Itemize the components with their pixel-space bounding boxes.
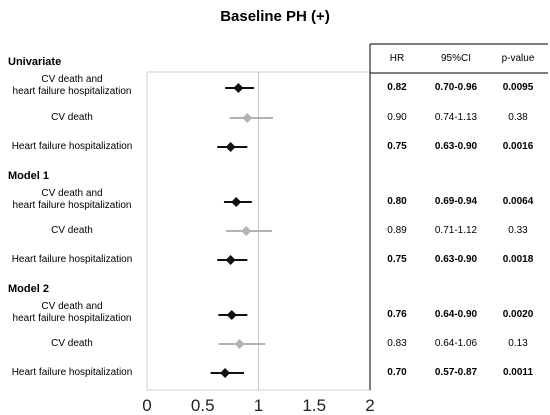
hr-point <box>231 197 242 207</box>
chart-title: Baseline PH (+) <box>220 8 330 25</box>
p-value: 0.0018 <box>502 254 534 265</box>
hr-point <box>241 226 252 236</box>
row-label-line: CV death and <box>41 188 103 199</box>
section-title-1: Model 1 <box>8 170 49 182</box>
row-label-line: heart failure hospitalization <box>12 200 132 211</box>
p-value: 0.0020 <box>502 309 534 320</box>
ci-value: 0.70-0.96 <box>434 82 478 93</box>
hr-value: 0.82 <box>387 82 407 93</box>
row-label: Heart failure hospitalization <box>2 367 142 379</box>
row-label-line: CV death <box>51 112 93 123</box>
ci-value: 0.69-0.94 <box>434 196 478 207</box>
row-label-line: CV death and <box>41 74 103 85</box>
hr-point <box>226 310 237 320</box>
table-header-1: 95%CI <box>440 53 471 64</box>
p-value: 0.0064 <box>502 196 534 207</box>
hr-point <box>233 83 244 93</box>
p-value: 0.13 <box>508 338 528 349</box>
hr-point <box>225 255 236 265</box>
hr-point <box>234 339 245 349</box>
ci-value: 0.57-0.87 <box>434 367 478 378</box>
row-label: CV death and heart failure hospitalizatio… <box>2 188 142 212</box>
section-title-2: Model 2 <box>8 283 49 295</box>
row-label: CV death and heart failure hospitalizatio… <box>2 301 142 325</box>
row-label: Heart failure hospitalization <box>2 141 142 153</box>
row-label-line: heart failure hospitalization <box>12 86 132 97</box>
p-value: 0.0011 <box>502 367 534 378</box>
row-label-line: Heart failure hospitalization <box>11 141 133 152</box>
p-value: 0.0095 <box>502 82 534 93</box>
row-label-line: CV death and <box>41 301 103 312</box>
row-label: CV death and heart failure hospitalizatio… <box>2 74 142 98</box>
x-tick-label: 1.5 <box>302 396 326 415</box>
row-label-line: Heart failure hospitalization <box>11 367 133 378</box>
x-tick-label: 1 <box>254 396 263 415</box>
hr-value: 0.75 <box>387 141 407 152</box>
row-label: CV death <box>2 112 142 124</box>
x-tick-label: 0.5 <box>191 396 215 415</box>
row-label-line: CV death <box>51 338 93 349</box>
p-value: 0.33 <box>508 225 528 236</box>
section-title-0: Univariate <box>8 56 62 68</box>
hr-value: 0.75 <box>387 254 407 265</box>
ci-value: 0.71-1.12 <box>434 225 478 236</box>
hr-point <box>225 142 236 152</box>
table-header-0: HR <box>389 53 405 64</box>
hr-value: 0.89 <box>387 225 407 236</box>
hr-point <box>220 368 231 378</box>
ci-value: 0.63-0.90 <box>434 254 478 265</box>
hr-value: 0.83 <box>387 338 407 349</box>
p-value: 0.38 <box>508 112 528 123</box>
x-tick-label: 2 <box>365 396 374 415</box>
hr-value: 0.80 <box>387 196 407 207</box>
row-label-line: Heart failure hospitalization <box>11 254 133 265</box>
hr-value: 0.90 <box>387 112 407 123</box>
row-label: CV death <box>2 338 142 350</box>
ci-value: 0.74-1.13 <box>434 112 478 123</box>
ci-value: 0.64-1.06 <box>434 338 478 349</box>
ci-value: 0.63-0.90 <box>434 141 478 152</box>
table-header-2: p-value <box>501 53 535 64</box>
row-label-line: CV death <box>51 225 93 236</box>
ci-value: 0.64-0.90 <box>434 309 478 320</box>
x-tick-label: 0 <box>142 396 151 415</box>
row-label-line: heart failure hospitalization <box>12 313 132 324</box>
row-label: Heart failure hospitalization <box>2 254 142 266</box>
hr-point <box>242 113 253 123</box>
hr-value: 0.76 <box>387 309 407 320</box>
p-value: 0.0016 <box>502 141 534 152</box>
hr-value: 0.70 <box>387 367 407 378</box>
row-label: CV death <box>2 225 142 237</box>
